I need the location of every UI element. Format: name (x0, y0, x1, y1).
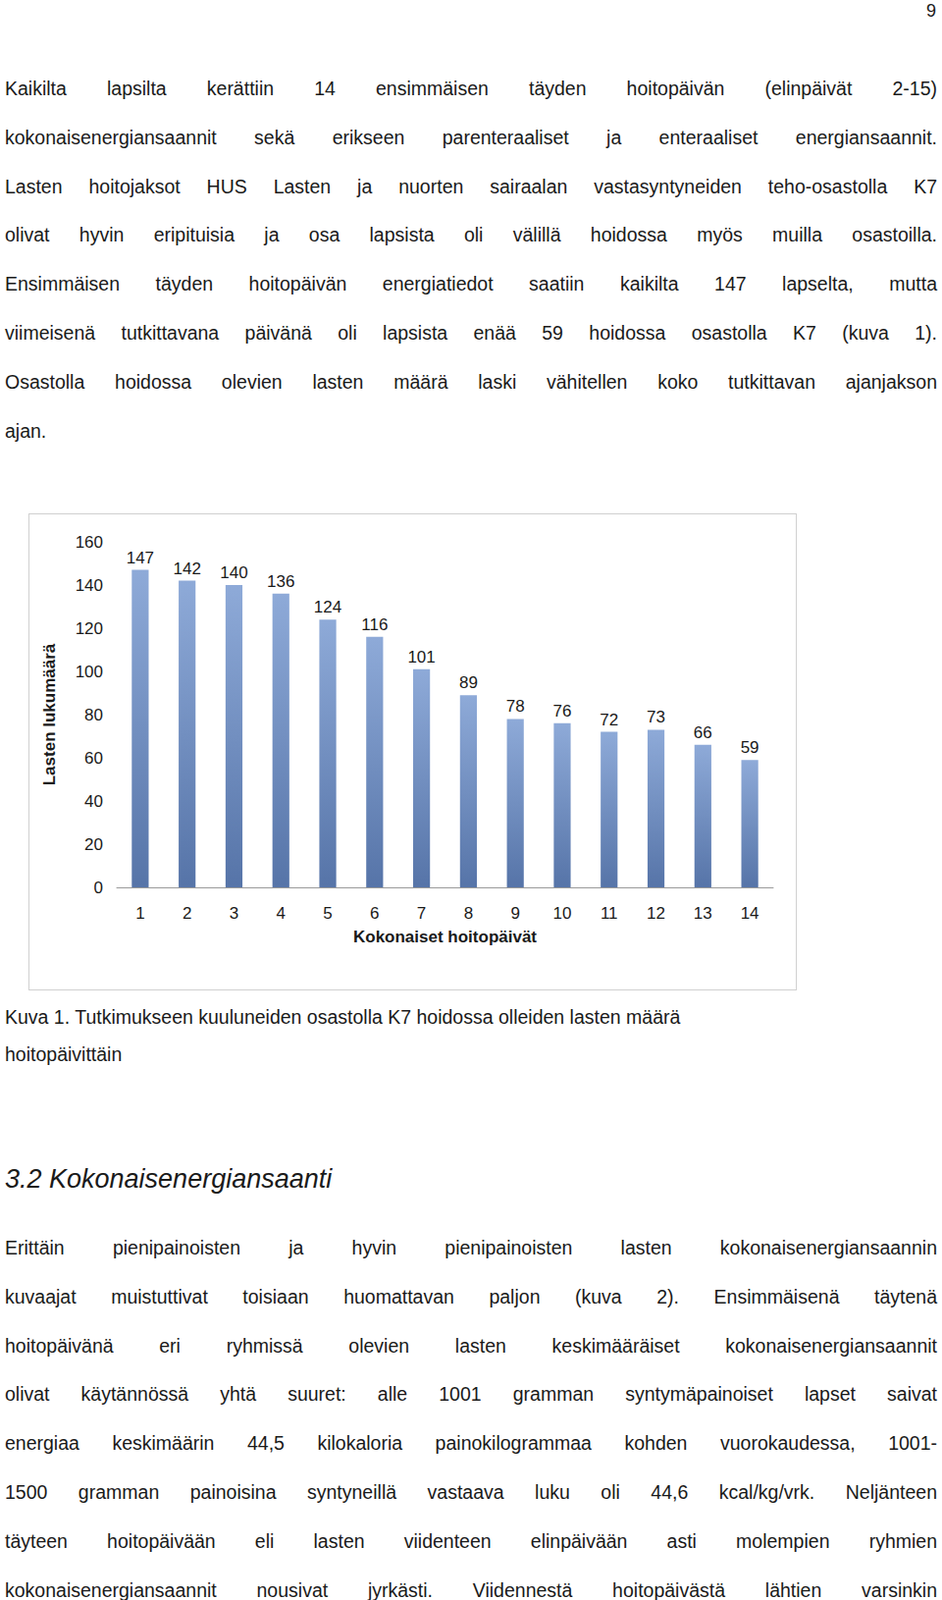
html-text:viimeisenä tutkittavana päivän: viimeisenä tutkittavana päivänä oli laps… (4, 321, 938, 344)
html-text:Kaikilta lapsilta kerättiin 14: Kaikilta lapsilta kerättiin 14 ensimmäis… (4, 77, 938, 100)
html-text:1500 gramman painoisina syntyn: 1500 gramman painoisina syntyneillä vast… (4, 1480, 938, 1503)
html-text:Kuva 1. Tutkimukseen kuuluneid: Kuva 1. Tutkimukseen kuuluneiden osastol… (4, 1005, 681, 1028)
html-text:9: 9 (926, 0, 937, 21)
html-text:kokonaisenergiansaannit nousiv: kokonaisenergiansaannit nousivat jyrkäst… (4, 1578, 938, 1600)
html-text:täyteen hoitopäivään eli laste: täyteen hoitopäivään eli lasten viidente… (4, 1529, 938, 1552)
svg-text:11: 11 (600, 903, 619, 923)
svg-text:Lasten lukumäärä: Lasten lukumäärä (40, 642, 59, 785)
html-text:Erittäin pienipainoisten ja hy: Erittäin pienipainoisten ja hyvin pienip… (4, 1236, 938, 1258)
html-text:kokonaisenergiansaannit sekä e: kokonaisenergiansaannit sekä erikseen pa… (4, 126, 938, 148)
svg-text:136: 136 (266, 572, 295, 591)
html-text:energiaa keskimäärin 44,5 kilo: energiaa keskimäärin 44,5 kilokaloria pa… (4, 1431, 938, 1454)
svg-text:Kokonaiset hoitopäivät: Kokonaiset hoitopäivät (353, 927, 537, 946)
svg-text:140: 140 (75, 575, 104, 595)
svg-text:101: 101 (407, 647, 435, 667)
html-text:olivat hyvin eripituisia ja os: olivat hyvin eripituisia ja osa lapsista… (4, 224, 938, 246)
html-text:hoitopäivittäin: hoitopäivittäin (4, 1043, 122, 1065)
svg-text:6: 6 (369, 903, 379, 923)
svg-text:72: 72 (599, 710, 619, 730)
html-text:hoitopäivänä eri ryhmissä olev: hoitopäivänä eri ryhmissä olevien lasten… (4, 1334, 938, 1356)
svg-text:14: 14 (740, 903, 760, 923)
svg-text:20: 20 (84, 835, 104, 854)
svg-text:4: 4 (276, 903, 286, 923)
svg-text:78: 78 (506, 696, 525, 716)
svg-text:160: 160 (75, 532, 104, 552)
svg-text:140: 140 (219, 563, 248, 582)
svg-text:76: 76 (553, 701, 573, 721)
svg-text:13: 13 (693, 903, 713, 923)
html-text:Osastolla hoidossa olevien las: Osastolla hoidossa olevien lasten määrä … (4, 370, 938, 393)
svg-text:142: 142 (172, 559, 201, 578)
svg-text:89: 89 (459, 673, 478, 692)
svg-text:73: 73 (646, 707, 666, 727)
html-text:Ensimmäisen täyden hoitopäivän: Ensimmäisen täyden hoitopäivän energiati… (4, 272, 938, 295)
svg-text:10: 10 (553, 903, 573, 923)
html-text:ajan.: ajan. (4, 419, 47, 442)
svg-text:9: 9 (510, 903, 520, 923)
svg-text:3: 3 (229, 903, 239, 923)
svg-text:2: 2 (182, 903, 192, 923)
svg-text:59: 59 (740, 737, 760, 757)
html-text:kuvaajat muistuttivat toisiaan: kuvaajat muistuttivat toisiaan huomattav… (4, 1285, 938, 1307)
svg-text:100: 100 (75, 662, 104, 681)
svg-text:5: 5 (322, 903, 332, 923)
svg-text:12: 12 (646, 903, 666, 923)
svg-text:66: 66 (693, 723, 713, 742)
svg-text:7: 7 (417, 903, 426, 923)
svg-text:120: 120 (75, 619, 104, 638)
svg-text:116: 116 (361, 615, 388, 634)
svg-text:60: 60 (84, 748, 104, 768)
svg-text:1: 1 (135, 903, 145, 923)
html-text:olivat käytännössä yhtä suuret: olivat käytännössä yhtä suuret: alle 100… (4, 1382, 938, 1405)
svg-text:80: 80 (84, 705, 104, 725)
svg-text:124: 124 (314, 597, 342, 617)
html-text:3.2 Kokonaisenergiansaanti: 3.2 Kokonaisenergiansaanti (4, 1163, 332, 1194)
html-text:Lasten hoitojaksot HUS Lasten: Lasten hoitojaksot HUS Lasten ja nuorten… (4, 175, 938, 197)
svg-text:40: 40 (84, 791, 104, 811)
svg-text:8: 8 (464, 903, 473, 923)
svg-text:0: 0 (94, 878, 104, 897)
svg-text:147: 147 (126, 548, 155, 568)
